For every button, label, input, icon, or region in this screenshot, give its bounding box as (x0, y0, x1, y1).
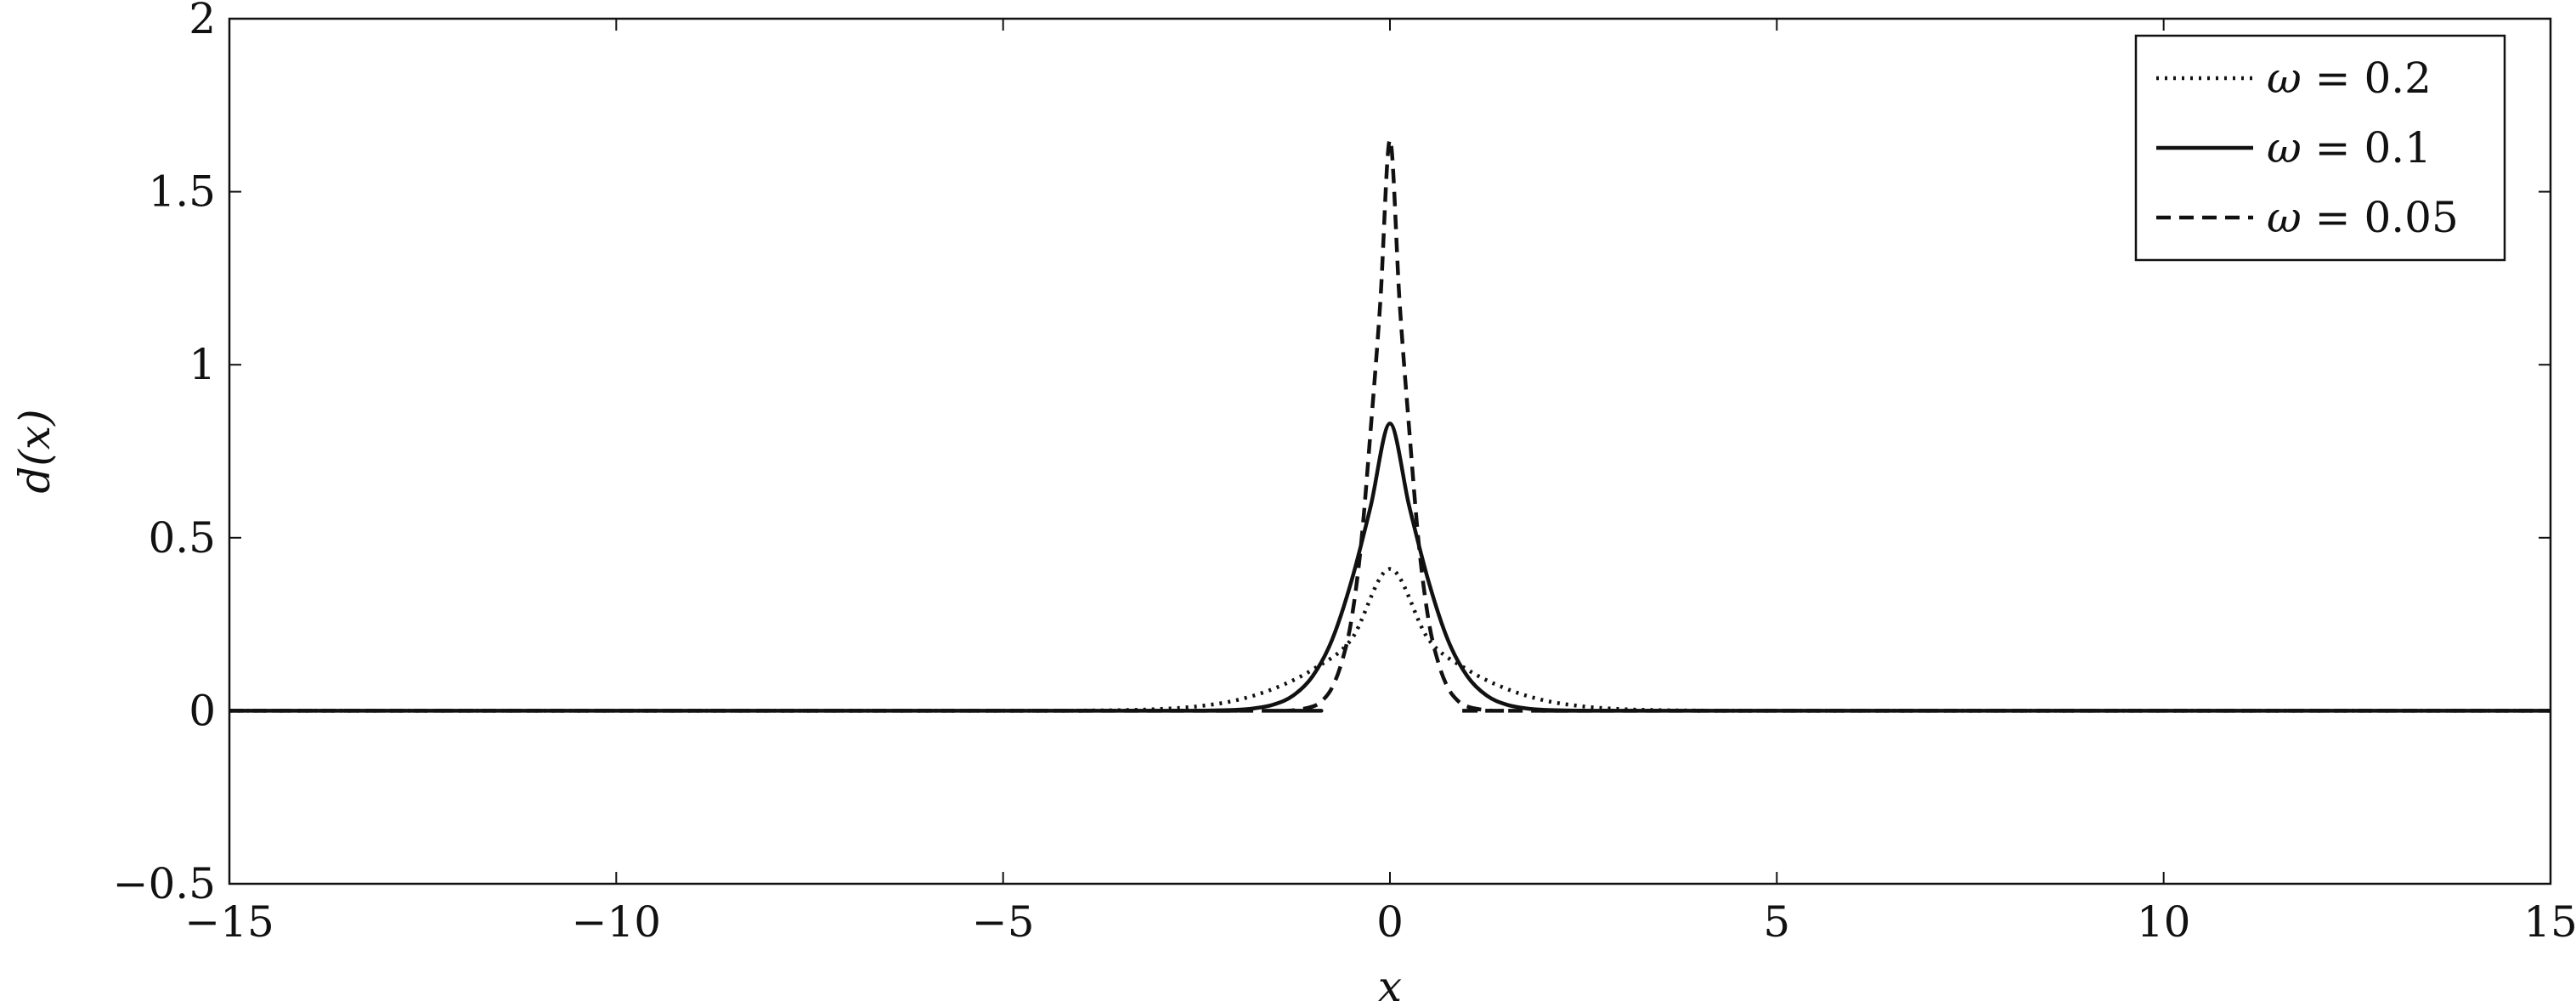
x-tick-label: 0 (1376, 897, 1404, 947)
y-tick-label: 0 (189, 686, 216, 735)
y-tick-label: 1 (189, 340, 216, 389)
x-tick-label: −15 (184, 897, 274, 947)
series-layer (229, 138, 2551, 713)
ticks-layer: −15 −10 −5 0 5 10 15 −0.5 0 0.5 1 1.5 2 (113, 0, 2576, 947)
x-axis-title: x (1378, 962, 1402, 1007)
y-tick-label: 2 (189, 0, 216, 43)
x-tick-label: 15 (2523, 897, 2576, 947)
legend-label-2: ω = 0.1 (2267, 123, 2432, 173)
legend-label-1: ω = 0.2 (2267, 54, 2432, 103)
legend-label-3: ω = 0.05 (2267, 193, 2459, 242)
y-tick-label: −0.5 (113, 859, 216, 908)
x-tick-label: 5 (1763, 897, 1790, 947)
series-line-1 (229, 567, 2551, 713)
x-tick-label: −10 (572, 897, 662, 947)
x-tick-label: 10 (2137, 897, 2191, 947)
y-axis-title: d(x) (10, 409, 59, 493)
x-tick-label: −5 (972, 897, 1035, 947)
series-line-3 (229, 138, 2551, 713)
legend: ω = 0.2 ω = 0.1 ω = 0.05 (2134, 34, 2506, 262)
y-tick-label: 1.5 (148, 167, 216, 217)
series-line-2 (229, 421, 2551, 713)
plot-frame (228, 17, 2552, 885)
y-tick-label: 0.5 (148, 513, 216, 563)
